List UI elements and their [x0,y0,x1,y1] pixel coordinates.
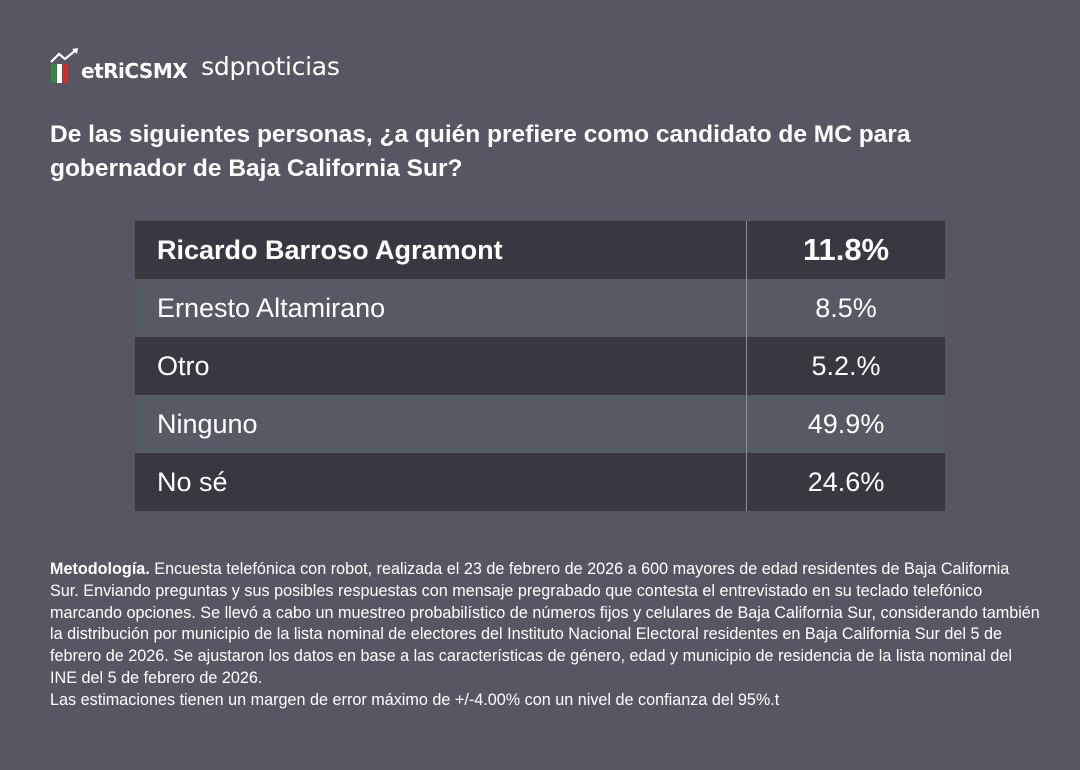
table-row: Ernesto Altamirano 8.5% [135,279,945,337]
table-row: Otro 5.2.% [135,337,945,395]
brand-header: etRiCSMX sdpnoticias [50,46,340,86]
candidate-name: Ninguno [135,395,747,453]
margin-of-error-text: Las estimaciones tienen un margen de err… [50,690,780,709]
candidate-percentage: 24.6% [746,453,945,511]
results-table-body: Ricardo Barroso Agramont 11.8% Ernesto Alt… [135,221,945,511]
results-table: Ricardo Barroso Agramont 11.8% Ernesto Alt… [135,221,945,511]
survey-question: De las siguientes personas, ¿a quién pre… [50,121,911,182]
methodology-label: Metodología. [50,560,150,578]
table-row: Ninguno 49.9% [135,395,945,453]
candidate-percentage: 8.5% [746,279,945,337]
candidate-name: No sé [135,453,747,511]
candidate-percentage: 11.8% [746,221,945,279]
methodology-note: Metodología. Encuesta telefónica con rob… [50,559,1040,712]
candidate-percentage: 5.2.% [746,337,945,395]
candidate-percentage: 49.9% [746,395,945,453]
trend-arrow-icon [50,48,78,83]
sdpnoticias-logo: sdpnoticias [201,52,340,81]
candidate-name: Ricardo Barroso Agramont [135,221,747,279]
table-row: Ricardo Barroso Agramont 11.8% [135,221,945,279]
candidate-name: Ernesto Altamirano [135,279,747,337]
metrics-logo: etRiCSMX [50,48,188,84]
candidate-name: Otro [135,337,747,395]
methodology-text: Encuesta telefónica con robot, realizada… [50,560,1040,687]
table-row: No sé 24.6% [135,453,945,511]
metrics-logo-text: etRiCSMX [81,59,188,83]
